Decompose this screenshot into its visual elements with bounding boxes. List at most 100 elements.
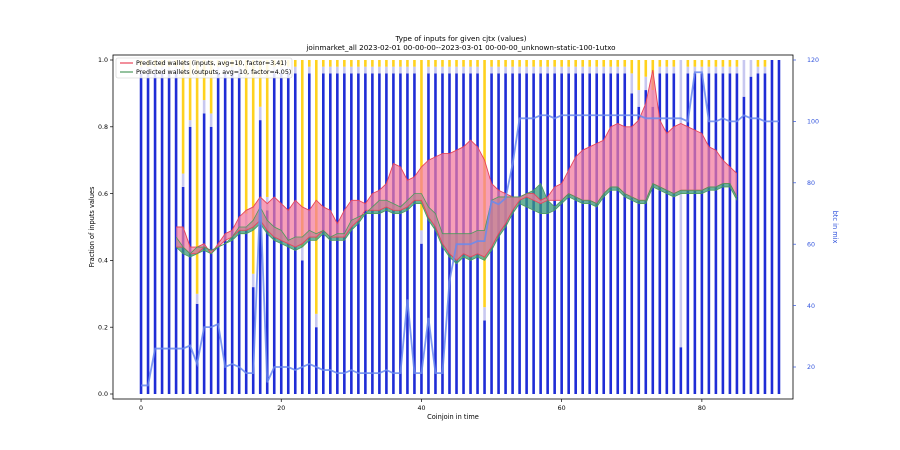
bar-gold-56 bbox=[532, 60, 535, 67]
bar-dark_blue-81 bbox=[707, 73, 711, 395]
bar-gold-27 bbox=[329, 60, 332, 67]
bar-gold-46 bbox=[462, 60, 465, 67]
bar-gold-10 bbox=[209, 60, 213, 114]
bar-gold-9 bbox=[202, 60, 206, 101]
bar-light_blue-89 bbox=[763, 66, 767, 74]
bar-dark_blue-15 bbox=[244, 227, 248, 394]
bar-dark_blue-68 bbox=[616, 73, 620, 395]
bar-gold-32 bbox=[364, 60, 367, 67]
y-axis-left: 0.0 0.2 0.4 0.6 0.8 1.0 bbox=[98, 57, 113, 398]
bar-gold-40 bbox=[420, 60, 423, 231]
bar-gold-52 bbox=[504, 60, 507, 67]
bar-gold-74 bbox=[658, 60, 662, 67]
bar-dark_blue-89 bbox=[763, 73, 767, 395]
bar-dark_blue-90 bbox=[770, 60, 774, 394]
bar-dark_blue-79 bbox=[693, 73, 697, 395]
bar-light_blue-74 bbox=[658, 66, 662, 74]
bar-dark_blue-34 bbox=[378, 73, 381, 395]
bar-light_blue-84 bbox=[728, 66, 732, 74]
bar-dark_blue-31 bbox=[357, 73, 360, 395]
bar-gold-38 bbox=[406, 60, 409, 67]
bar-light_blue-62 bbox=[574, 66, 577, 74]
bar-light_blue-41 bbox=[427, 66, 430, 74]
bar-dark_blue-52 bbox=[504, 73, 507, 395]
bar-gold-26 bbox=[322, 60, 325, 67]
bar-gold-36 bbox=[392, 60, 395, 67]
bar-light_blue-76 bbox=[672, 66, 676, 74]
bar-gold-70 bbox=[630, 60, 634, 74]
x-tick-label-20: 20 bbox=[277, 405, 285, 412]
bar-dark_blue-17 bbox=[258, 120, 262, 395]
bar-dark_blue-30 bbox=[350, 73, 353, 395]
bar-gold-53 bbox=[511, 60, 514, 67]
bar-light_blue-27 bbox=[329, 66, 332, 74]
bar-gold-24 bbox=[307, 60, 311, 67]
bar-light_blue-59 bbox=[553, 66, 556, 74]
bar-dark_blue-36 bbox=[392, 73, 395, 395]
y2-tick-label-80: 80 bbox=[807, 180, 815, 187]
bar-light_blue-17 bbox=[258, 106, 262, 121]
y2-tick-label-20: 20 bbox=[807, 364, 815, 371]
bar-light_blue-54 bbox=[518, 66, 521, 74]
bar-gold-63 bbox=[581, 60, 584, 67]
bar-gold-22 bbox=[293, 60, 297, 67]
bar-dark_blue-4 bbox=[167, 73, 171, 395]
bar-gold-78 bbox=[686, 60, 690, 67]
bar-light_blue-37 bbox=[399, 66, 402, 74]
bar-gold-43 bbox=[441, 60, 444, 67]
bar-gold-85 bbox=[735, 60, 739, 67]
bar-light_blue-35 bbox=[385, 66, 388, 74]
bar-dark_blue-67 bbox=[609, 73, 613, 395]
y-tick-label-0.4: 0.4 bbox=[98, 258, 108, 265]
bar-light_blue-39 bbox=[413, 66, 416, 74]
bar-gold-54 bbox=[518, 60, 521, 67]
y-axis-right: 20 40 60 80 100 120 bbox=[793, 57, 819, 371]
bar-light_blue-45 bbox=[455, 66, 458, 74]
bar-light_blue-63 bbox=[581, 66, 584, 74]
bar-dark_blue-41 bbox=[427, 73, 430, 395]
bar-dark_blue-86 bbox=[742, 96, 746, 395]
bar-light_blue-30 bbox=[350, 66, 353, 74]
bar-dark_blue-11 bbox=[216, 73, 220, 395]
y2-axis-label: btc in mix bbox=[831, 211, 839, 244]
bar-light_blue-49 bbox=[483, 307, 486, 321]
legend-label-outputs: Predicted wallets (outputs, avg=10, fact… bbox=[136, 69, 291, 76]
bar-light_blue-69 bbox=[623, 66, 627, 74]
bar-light_blue-65 bbox=[595, 66, 599, 74]
bar-gold-23 bbox=[300, 60, 304, 248]
y-tick-label-1: 1.0 bbox=[98, 57, 108, 64]
bar-gold-50 bbox=[490, 60, 493, 67]
bar-dark_blue-3 bbox=[160, 73, 164, 395]
bar-dark_blue-23 bbox=[300, 260, 304, 394]
bar-gold-8 bbox=[195, 60, 199, 294]
bar-gold-79 bbox=[693, 60, 697, 67]
plot-area bbox=[139, 60, 781, 395]
inputs-band-fill bbox=[176, 70, 737, 261]
bar-dark_blue-80 bbox=[700, 73, 704, 395]
outputs-upper-line bbox=[175, 182, 738, 255]
bar-gold-16 bbox=[251, 60, 255, 274]
bar-light_blue-64 bbox=[588, 66, 591, 74]
bar-light_blue-6 bbox=[181, 173, 185, 187]
bar-gold-82 bbox=[714, 60, 718, 67]
bar-light_blue-75 bbox=[665, 66, 669, 74]
bar-light_blue-24 bbox=[307, 66, 311, 74]
bar-light_blue-61 bbox=[567, 66, 570, 74]
bar-dark_blue-25 bbox=[315, 327, 318, 394]
bar-light_blue-67 bbox=[609, 66, 613, 74]
bar-dark_blue-7 bbox=[188, 126, 192, 395]
bar-light_blue-43 bbox=[441, 66, 444, 74]
bar-gold-30 bbox=[350, 60, 353, 67]
bar-gold-6 bbox=[181, 60, 185, 174]
bar-light_blue-70 bbox=[630, 73, 634, 94]
bar-gold-51 bbox=[497, 60, 500, 67]
bar-gold-58 bbox=[546, 60, 549, 67]
bar-light_blue-55 bbox=[525, 66, 528, 74]
bar-dark_blue-82 bbox=[714, 73, 718, 395]
bar-gold-60 bbox=[560, 60, 563, 67]
bar-dark_blue-63 bbox=[581, 73, 584, 395]
inputs-upper-line bbox=[176, 69, 738, 255]
bar-gold-67 bbox=[609, 60, 613, 67]
bar-dark_blue-88 bbox=[756, 73, 760, 395]
bar-gold-15 bbox=[244, 60, 248, 214]
